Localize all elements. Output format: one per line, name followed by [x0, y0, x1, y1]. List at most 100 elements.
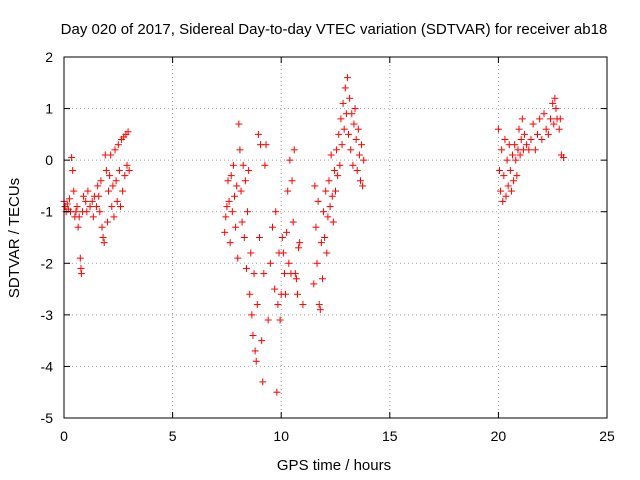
x-tick-label: 15: [382, 428, 398, 444]
data-point: [261, 161, 269, 169]
data-point: [73, 203, 81, 211]
data-point: [280, 270, 288, 278]
data-point: [556, 115, 564, 123]
data-point: [547, 115, 555, 123]
data-point: [68, 154, 76, 162]
data-point: [69, 166, 77, 174]
data-point: [286, 156, 294, 164]
data-point: [93, 203, 101, 211]
plot-frame: [63, 56, 608, 419]
x-tick-label: 25: [599, 428, 615, 444]
data-point: [501, 136, 509, 144]
data-point: [495, 166, 503, 174]
data-point: [347, 146, 355, 154]
data-point: [255, 234, 263, 241]
data-point: [236, 146, 244, 154]
data-point: [529, 120, 537, 128]
data-point: [515, 125, 523, 133]
data-point: [318, 275, 326, 283]
data-point: [525, 146, 533, 154]
data-point: [509, 151, 517, 159]
data-point: [494, 125, 502, 133]
data-point: [228, 208, 236, 216]
x-tick-label: 0: [60, 428, 68, 444]
data-point: [348, 110, 356, 118]
data-point: [503, 156, 511, 164]
data-point: [316, 306, 324, 314]
data-point: [116, 203, 124, 211]
data-point: [324, 213, 332, 221]
data-point: [254, 130, 262, 138]
data-point: [82, 197, 90, 205]
data-point: [313, 259, 321, 267]
data-point: [506, 166, 514, 174]
data-point: [542, 125, 550, 133]
data-point: [63, 200, 71, 208]
data-point: [504, 182, 512, 190]
data-point: [108, 203, 116, 211]
data-point: [74, 223, 82, 231]
data-point: [262, 141, 270, 149]
y-tick-label: -4: [41, 358, 54, 374]
data-point: [238, 218, 246, 226]
data-point: [264, 316, 272, 324]
data-point: [80, 192, 88, 200]
data-point: [311, 182, 319, 190]
data-point: [350, 120, 358, 128]
data-point: [293, 290, 301, 298]
data-point: [512, 156, 520, 164]
data-point: [289, 218, 297, 226]
data-point: [109, 182, 117, 190]
data-point: [123, 161, 131, 169]
data-point: [323, 249, 331, 257]
data-point: [234, 254, 242, 262]
data-point: [502, 192, 510, 200]
data-point: [540, 110, 548, 118]
data-point: [320, 208, 328, 216]
data-point: [225, 197, 233, 205]
data-point: [224, 177, 232, 185]
data-point: [113, 197, 121, 205]
data-point: [326, 203, 334, 211]
grid: [64, 57, 607, 418]
data-point: [531, 146, 539, 154]
data-point: [325, 177, 333, 185]
data-point: [312, 223, 320, 231]
data-point: [549, 99, 557, 107]
data-point: [102, 166, 110, 174]
data-point: [292, 275, 300, 283]
y-tick-label: -5: [41, 410, 54, 426]
data-point: [276, 316, 284, 324]
data-point: [246, 290, 254, 298]
data-point: [89, 213, 97, 221]
data-point: [65, 195, 73, 203]
data-point: [70, 187, 78, 195]
data-point: [552, 105, 560, 113]
data-point: [511, 141, 519, 149]
data-point: [314, 197, 322, 205]
data-point: [278, 234, 286, 241]
data-point: [233, 182, 241, 190]
data-point: [349, 161, 357, 169]
data-point: [97, 177, 105, 185]
x-tick-label: 5: [169, 428, 177, 444]
data-point: [110, 213, 118, 221]
data-point: [544, 130, 552, 138]
data-point: [329, 218, 337, 226]
data-point: [111, 146, 119, 154]
data-point: [523, 141, 531, 149]
data-point: [100, 239, 108, 247]
data-point: [335, 130, 343, 138]
x-tick-label: 10: [273, 428, 289, 444]
data-point: [221, 228, 229, 236]
data-point: [336, 161, 344, 169]
data-point: [260, 270, 268, 278]
data-point: [75, 213, 83, 221]
data-point: [232, 223, 240, 231]
data-point: [356, 177, 364, 185]
data-point: [560, 154, 568, 162]
data-point: [317, 239, 325, 247]
data-point: [119, 187, 127, 195]
data-point: [295, 244, 303, 252]
data-point: [343, 74, 351, 82]
